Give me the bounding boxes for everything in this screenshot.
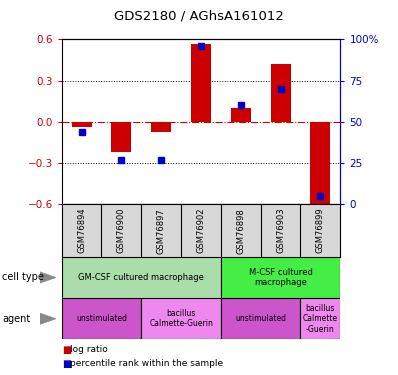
Text: GDS2180 / AGhsA161012: GDS2180 / AGhsA161012 — [114, 9, 284, 22]
Text: percentile rank within the sample: percentile rank within the sample — [70, 359, 223, 368]
Bar — [231, 108, 251, 122]
Bar — [72, 122, 92, 128]
Text: unstimulated: unstimulated — [76, 314, 127, 323]
Text: agent: agent — [2, 314, 30, 324]
Polygon shape — [40, 272, 56, 283]
Text: ■: ■ — [62, 345, 71, 354]
Text: GSM76903: GSM76903 — [276, 208, 285, 254]
Text: GSM76897: GSM76897 — [157, 208, 166, 254]
Bar — [191, 44, 211, 122]
Bar — [300, 298, 340, 339]
Bar — [310, 122, 330, 207]
Bar — [151, 122, 171, 132]
Bar — [62, 298, 141, 339]
Text: GSM76902: GSM76902 — [197, 208, 205, 254]
Text: unstimulated: unstimulated — [235, 314, 286, 323]
Bar — [221, 257, 340, 298]
Bar — [111, 122, 131, 152]
Text: log ratio: log ratio — [70, 345, 107, 354]
Text: bacillus
Calmette-Guerin: bacillus Calmette-Guerin — [149, 309, 213, 328]
Text: ■: ■ — [62, 359, 71, 369]
Text: GM-CSF cultured macrophage: GM-CSF cultured macrophage — [78, 273, 204, 282]
Text: M-CSF cultured
macrophage: M-CSF cultured macrophage — [249, 268, 312, 287]
Text: GSM76898: GSM76898 — [236, 208, 245, 254]
Text: bacillus
Calmette
-Guerin: bacillus Calmette -Guerin — [303, 304, 338, 334]
Bar — [141, 298, 221, 339]
Text: GSM76894: GSM76894 — [77, 208, 86, 254]
Bar — [62, 257, 221, 298]
Bar — [271, 64, 291, 122]
Bar — [221, 298, 300, 339]
Text: GSM76899: GSM76899 — [316, 208, 325, 254]
Text: GSM76900: GSM76900 — [117, 208, 126, 254]
Text: cell type: cell type — [2, 273, 44, 282]
Polygon shape — [40, 313, 56, 324]
